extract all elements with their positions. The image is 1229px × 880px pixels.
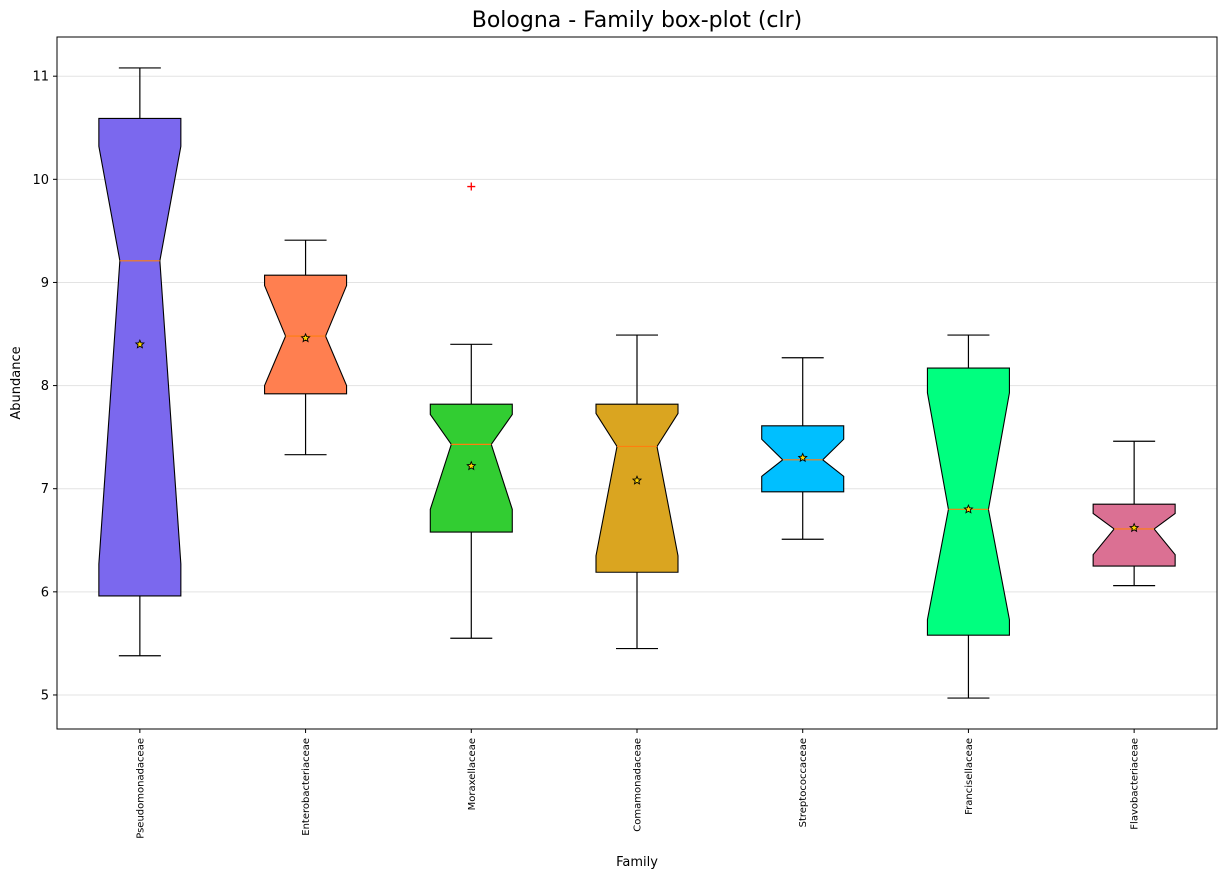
y-axis-label: Abundance xyxy=(9,346,24,419)
mean-marker xyxy=(963,503,974,514)
box-Moraxellaceae xyxy=(429,182,513,639)
box-Enterobacteriaceae xyxy=(264,239,348,456)
mean-marker xyxy=(300,332,311,343)
y-tick-label: 5 xyxy=(41,688,49,703)
x-tick-label: Flavobacteriaceae xyxy=(1130,738,1141,830)
x-tick-label: Pseudomonadaceae xyxy=(135,738,146,839)
box-Pseudomonadaceae xyxy=(98,67,182,657)
y-tick-label: 10 xyxy=(32,173,49,188)
notched-box xyxy=(595,403,679,573)
notched-box xyxy=(98,117,182,597)
axis-layer: 5 6 7 8 9 10 11 Pseudomonadaceae Enterobacteriac… xyxy=(32,70,1140,839)
chart-title: Bologna - Family box-plot (clr) xyxy=(472,8,803,33)
mean-marker xyxy=(466,460,477,471)
notched-box xyxy=(926,367,1010,636)
mean-marker xyxy=(797,452,808,463)
y-tick-label: 9 xyxy=(41,276,49,291)
box-Francisellaceae xyxy=(926,334,1010,699)
mean-marker xyxy=(631,475,643,485)
box-Comamonadaceae xyxy=(595,334,679,650)
box-Streptococcaceae xyxy=(761,357,845,540)
outlier-marker xyxy=(467,182,476,191)
x-axis-label: Family xyxy=(616,855,658,870)
x-tick-label: Moraxellaceae xyxy=(467,738,478,810)
box-layer xyxy=(98,67,1176,699)
x-tick-label: Francisellaceae xyxy=(964,738,975,815)
notched-box xyxy=(1092,503,1176,567)
y-tick-label: 7 xyxy=(41,482,49,497)
box-Flavobacteriaceae xyxy=(1092,440,1176,587)
mean-marker xyxy=(1129,522,1140,533)
mean-marker xyxy=(134,338,145,349)
x-tick-label: Enterobacteriaceae xyxy=(301,738,312,836)
x-tick-label: Comamonadaceae xyxy=(633,738,644,832)
y-tick-label: 11 xyxy=(32,70,49,85)
y-tick-label: 8 xyxy=(41,379,49,394)
y-tick-label: 6 xyxy=(41,585,49,600)
x-tick-label: Streptococcaceae xyxy=(798,738,809,827)
